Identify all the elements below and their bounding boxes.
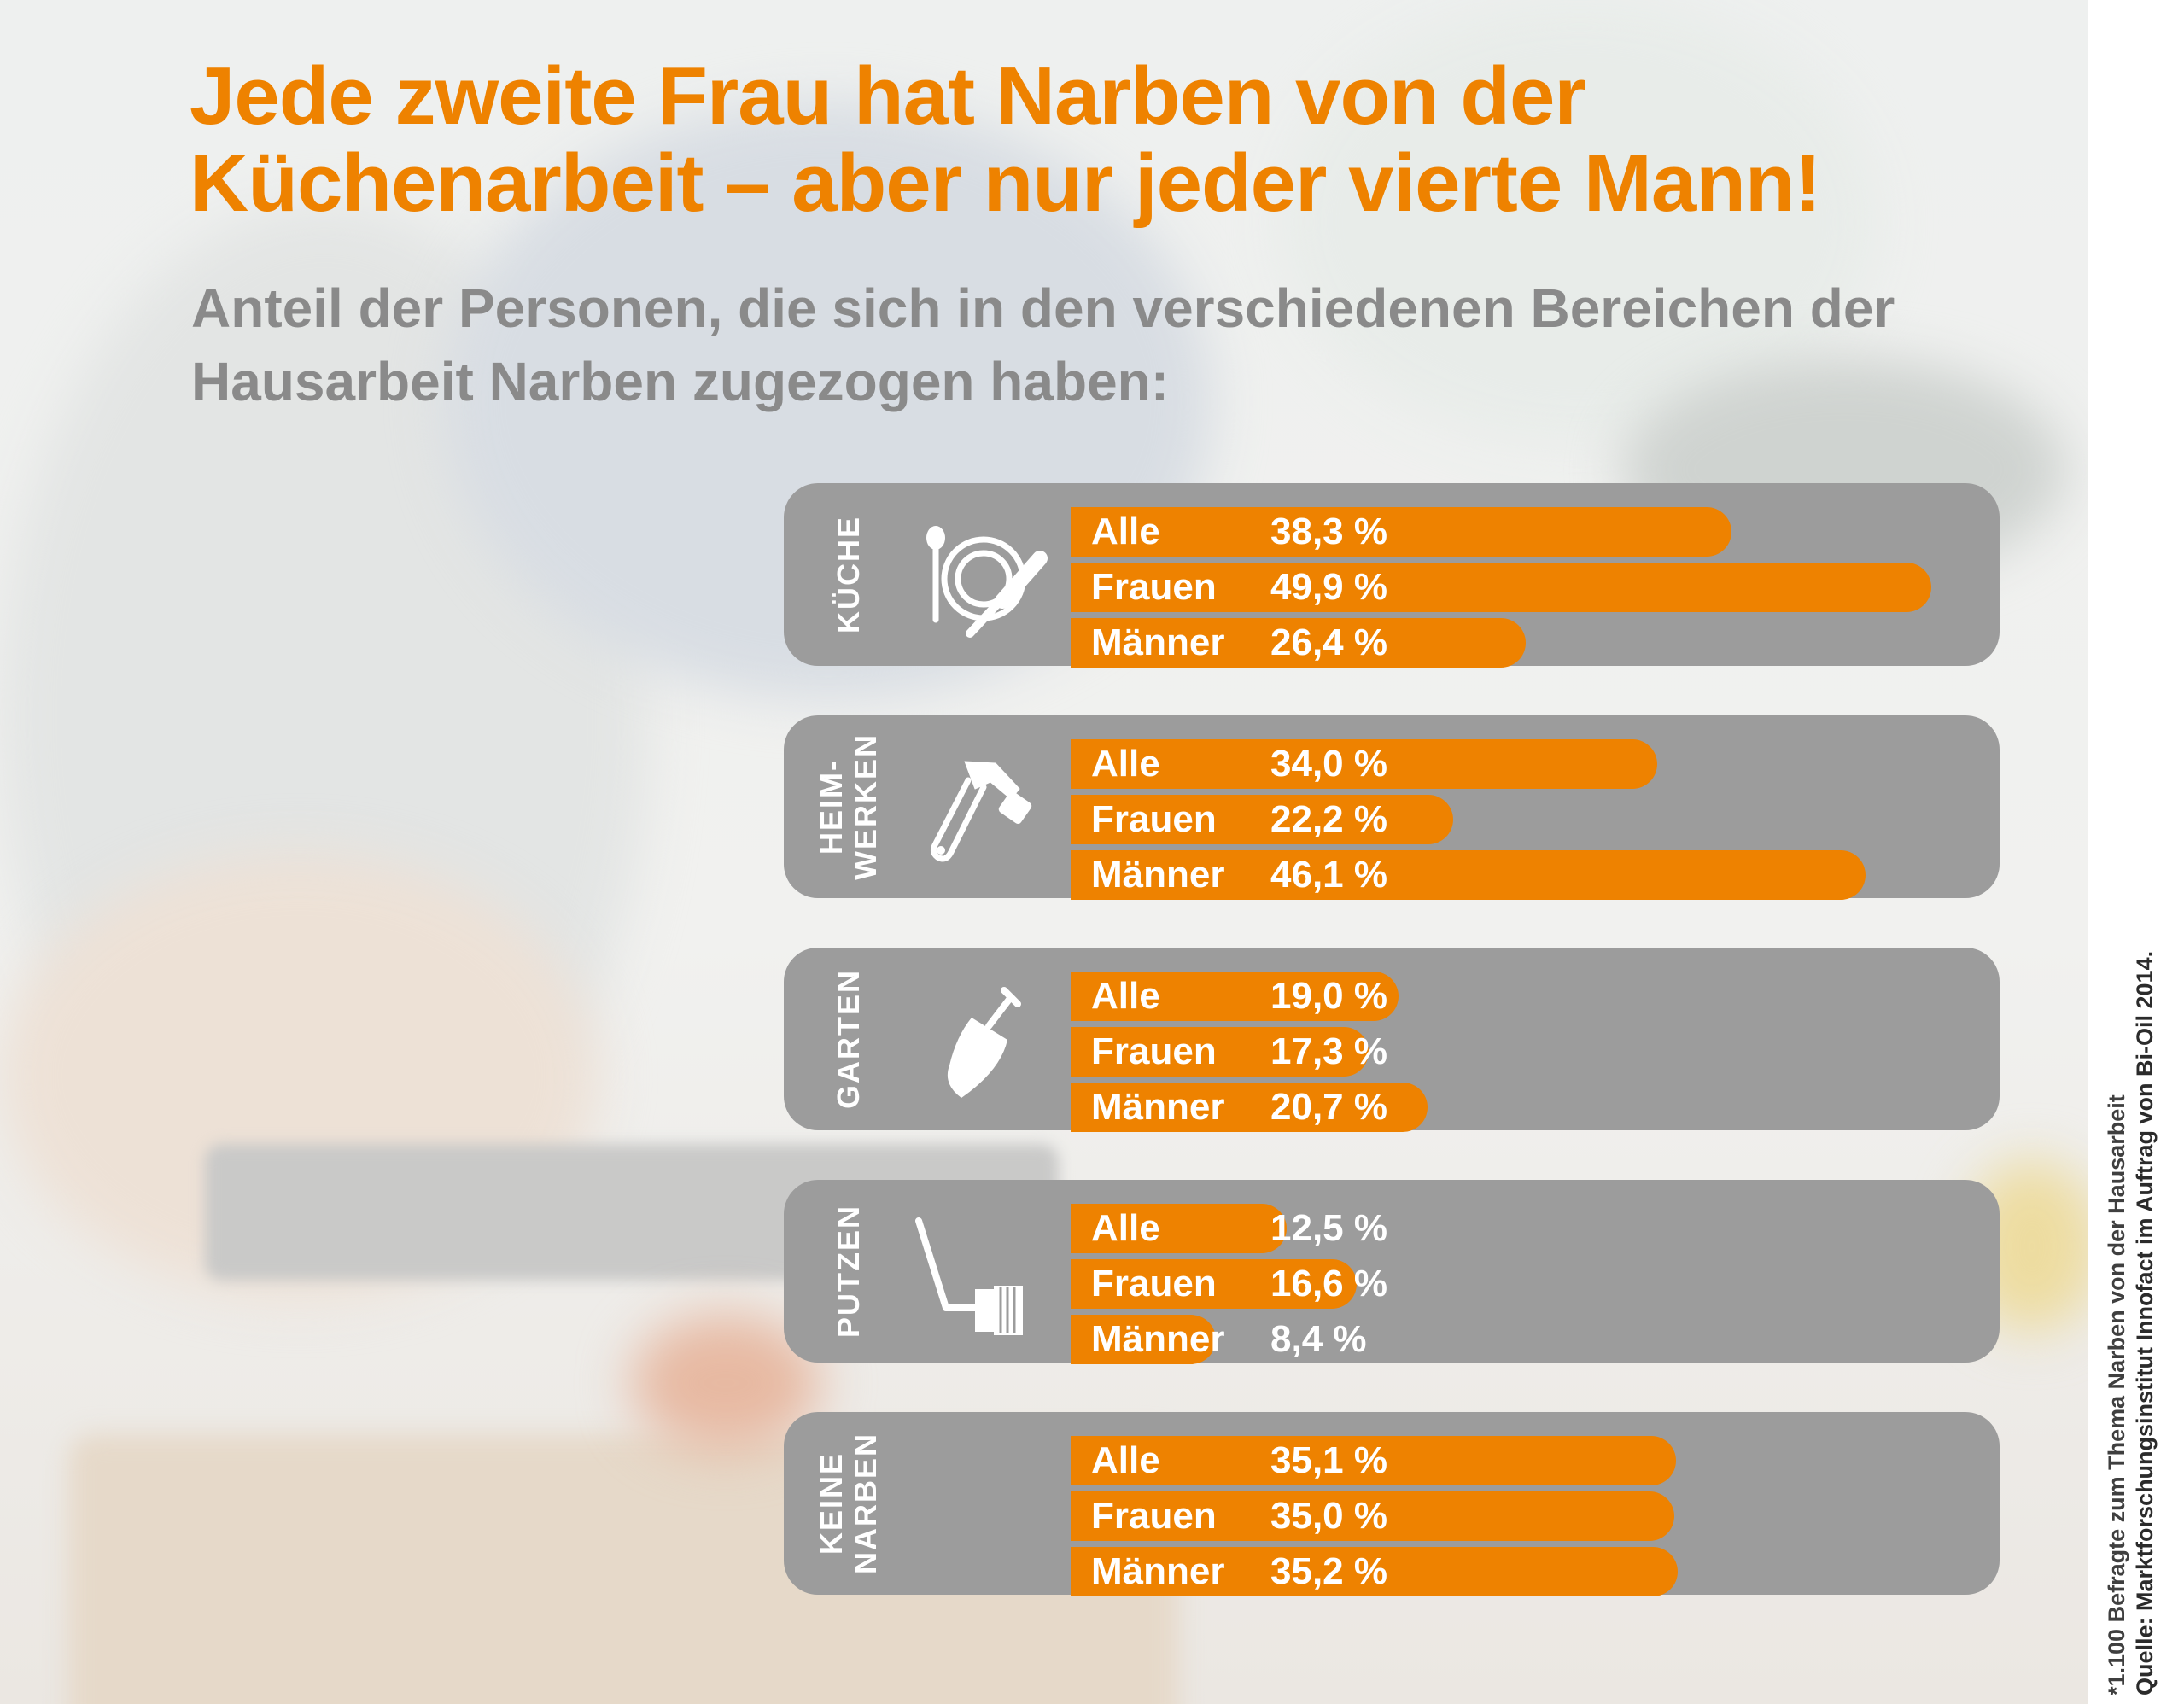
bar-label: Frauen: [1091, 1263, 1217, 1304]
category-label: GARTEN: [818, 948, 879, 1130]
bar-label: Alle: [1091, 743, 1160, 785]
bar-kueche-alle: Alle 38,3 %: [1071, 507, 1731, 557]
bar-value: 35,0 %: [1270, 1495, 1387, 1537]
category-panel-keine-narben: KEINE NARBEN Alle 35,1 % Frauen 35,0 % M…: [784, 1412, 2000, 1596]
bar-label: Männer: [1091, 1086, 1225, 1128]
chart-subtitle: Anteil der Personen, die sich in den ver…: [191, 271, 1984, 418]
bar-heimwerken-frauen: Frauen 22,2 %: [1071, 795, 1453, 844]
bar-label: Alle: [1091, 975, 1160, 1017]
category-label: KEINE NARBEN: [814, 1412, 883, 1595]
category-panel-heimwerken: HEIM- WERKEN Alle 34,0 % Frauen 22,2 % M…: [784, 715, 2000, 900]
category-panel-putzen: PUTZEN Alle 12,5 % Frauen 16,6 % Männer …: [784, 1180, 2000, 1364]
bar-keine-narben-maenner: Männer 35,2 %: [1071, 1547, 1678, 1596]
category-label: KÜCHE: [818, 483, 879, 666]
category-label-text: HEIM-: [814, 759, 849, 855]
category-label-text: PUTZEN: [831, 1205, 866, 1338]
bar-putzen-frauen: Frauen 16,6 %: [1071, 1259, 1387, 1309]
hammer-icon: [930, 761, 1032, 862]
scrub-brush-icon: [915, 1217, 1023, 1335]
bar-value: 38,3 %: [1270, 511, 1387, 552]
bar-heimwerken-maenner: Männer 46,1 %: [1071, 850, 1866, 900]
bar-keine-narben-alle: Alle 35,1 %: [1071, 1436, 1676, 1485]
bar-label: Alle: [1091, 1439, 1160, 1481]
bar-garten-maenner: Männer 20,7 %: [1071, 1083, 1428, 1132]
category-label-text: WERKEN: [848, 733, 883, 880]
bar-value: 26,4 %: [1270, 621, 1387, 663]
bar-label: Männer: [1091, 854, 1225, 896]
bar-heimwerken-alle: Alle 34,0 %: [1071, 739, 1657, 789]
bar-garten-alle: Alle 19,0 %: [1071, 972, 1399, 1021]
bar-value: 17,3 %: [1270, 1030, 1387, 1072]
bar-value: 12,5 %: [1270, 1207, 1387, 1249]
source-note: *1.100 Befragte zum Thema Narben von der…: [2103, 244, 2159, 1695]
bar-label: Männer: [1091, 1550, 1225, 1592]
category-label-text: GARTEN: [831, 969, 866, 1109]
bar-garten-frauen: Frauen 17,3 %: [1071, 1027, 1387, 1077]
bar-value: 34,0 %: [1270, 743, 1387, 785]
bar-value: 20,7 %: [1270, 1086, 1387, 1128]
title-line-2: Küchenarbeit – aber nur jeder vierte Man…: [190, 137, 1822, 229]
bar-label: Männer: [1091, 621, 1225, 663]
plate-cutlery-icon: [926, 526, 1048, 638]
source-line-1: *1.100 Befragte zum Thema Narben von der…: [2104, 1094, 2129, 1695]
bar-value: 16,6 %: [1270, 1263, 1387, 1304]
category-panel-kueche: KÜCHE Alle 38,3 % Frauen 49,9 % Männer 2…: [784, 483, 2000, 668]
bar-value: 8,4 %: [1270, 1318, 1367, 1360]
bar-value: 46,1 %: [1270, 854, 1387, 896]
bar-putzen-maenner: Männer 8,4 %: [1071, 1315, 1367, 1364]
subtitle-line-2: Hausarbeit Narben zugezogen haben:: [191, 351, 1170, 412]
bar-value: 35,1 %: [1270, 1439, 1387, 1481]
category-label: PUTZEN: [818, 1180, 879, 1363]
subtitle-line-1: Anteil der Personen, die sich in den ver…: [191, 277, 1895, 339]
category-label-text: KEINE: [814, 1451, 850, 1555]
bar-label: Alle: [1091, 1207, 1160, 1249]
title-line-1: Jede zweite Frau hat Narben von der: [190, 50, 1586, 142]
bar-label: Männer: [1091, 1318, 1225, 1360]
bar-putzen-alle: Alle 12,5 %: [1071, 1204, 1387, 1253]
bar-value: 49,9 %: [1270, 566, 1387, 608]
category-label-text: KÜCHE: [831, 515, 867, 634]
bar-label: Alle: [1091, 511, 1160, 552]
chart-title: Jede zweite Frau hat Narben von der Küch…: [190, 53, 2068, 227]
bar-kueche-maenner: Männer 26,4 %: [1071, 618, 1526, 668]
bar-value: 19,0 %: [1270, 975, 1387, 1017]
bar-kueche-frauen: Frauen 49,9 %: [1071, 563, 1931, 612]
bar-label: Frauen: [1091, 1495, 1217, 1537]
category-label: HEIM- WERKEN: [814, 715, 883, 898]
bar-label: Frauen: [1091, 566, 1217, 608]
category-label-text: NARBEN: [848, 1432, 884, 1575]
bar-label: Frauen: [1091, 1030, 1217, 1072]
bar-value: 22,2 %: [1270, 798, 1387, 840]
bar-keine-narben-frauen: Frauen 35,0 %: [1071, 1491, 1674, 1541]
category-panel-garten: GARTEN Alle 19,0 % Frauen 17,3 % Männer …: [784, 948, 2000, 1132]
trowel-icon: [947, 987, 1021, 1098]
bar-label: Frauen: [1091, 798, 1217, 840]
source-line-2: Quelle: Marktforschungsinstitut Innofact…: [2132, 950, 2158, 1695]
bar-value: 35,2 %: [1270, 1550, 1387, 1592]
